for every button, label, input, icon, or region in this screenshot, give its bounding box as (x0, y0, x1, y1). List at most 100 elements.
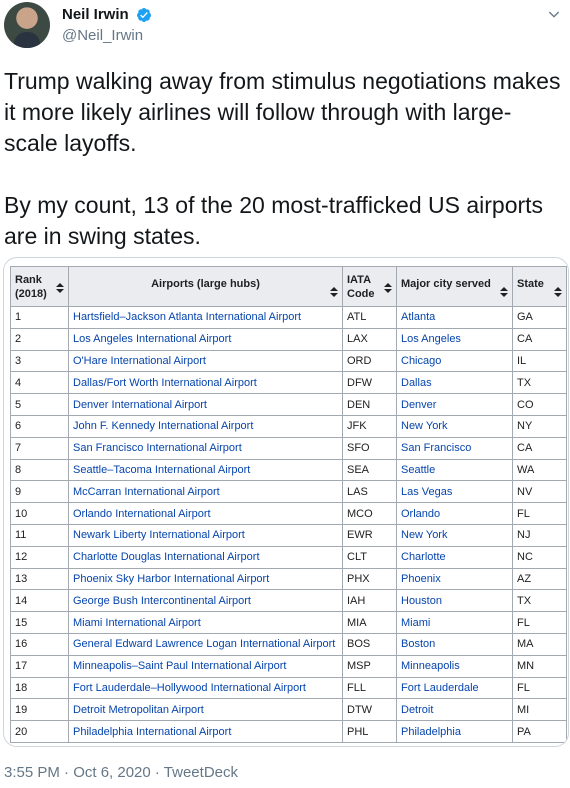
iata-cell: ATL (342, 306, 397, 329)
city-link[interactable]: Los Angeles (396, 327, 513, 351)
airport-link[interactable]: O'Hare International Airport (68, 349, 343, 373)
rank-cell: 7 (10, 436, 69, 460)
table-row: 7 San Francisco International Airport SFO S… (10, 436, 567, 460)
column-header-rank[interactable]: Rank (2018) (10, 266, 69, 307)
airport-link[interactable]: Phoenix Sky Harbor International Airport (68, 567, 343, 591)
iata-cell: EWR (342, 523, 397, 547)
avatar[interactable] (4, 2, 50, 48)
city-link[interactable]: Fort Lauderdale (396, 676, 513, 700)
iata-cell: JFK (342, 414, 397, 438)
verified-badge-icon (136, 8, 151, 22)
column-header-iata[interactable]: IATA Code (342, 266, 397, 307)
rank-cell: 18 (10, 676, 69, 700)
city-link[interactable]: Minneapolis (396, 654, 513, 678)
iata-cell: DFW (342, 371, 397, 395)
author-name[interactable]: Neil Irwin (62, 6, 129, 23)
state-cell: CA (512, 327, 567, 351)
airport-link[interactable]: Orlando International Airport (68, 502, 343, 525)
city-link[interactable]: Phoenix (396, 567, 513, 591)
airport-link[interactable]: Los Angeles International Airport (68, 327, 343, 351)
city-link[interactable]: Detroit (396, 698, 513, 722)
airport-link[interactable]: Fort Lauderdale–Hollywood International … (68, 676, 343, 700)
airport-link[interactable]: Hartsfield–Jackson Atlanta International… (68, 306, 343, 329)
airport-link[interactable]: Detroit Metropolitan Airport (68, 698, 343, 722)
column-label: Airports (large hubs) (151, 277, 260, 290)
column-header-city[interactable]: Major city served (396, 266, 513, 307)
table-row: 4 Dallas/Fort Worth International Airport… (10, 371, 567, 395)
table-row: 12 Charlotte Douglas International Airpor… (10, 545, 567, 569)
table-row: 16 General Edward Lawrence Logan Internat… (10, 632, 567, 656)
city-link[interactable]: Charlotte (396, 545, 513, 569)
iata-cell: MSP (342, 654, 397, 678)
rank-cell: 4 (10, 371, 69, 395)
state-cell: TX (512, 371, 567, 395)
table-row: 19 Detroit Metropolitan Airport DTW Detroit… (10, 698, 567, 722)
airport-link[interactable]: Charlotte Douglas International Airport (68, 545, 343, 569)
sort-icon (500, 286, 508, 297)
city-link[interactable]: Atlanta (396, 306, 513, 329)
table-row: 2 Los Angeles International Airport LAX Los… (10, 327, 567, 351)
iata-cell: ORD (342, 349, 397, 373)
author-handle[interactable]: @Neil_Irwin (62, 27, 144, 44)
column-header-airport[interactable]: Airports (large hubs) (68, 266, 343, 307)
rank-cell: 12 (10, 545, 69, 569)
city-link[interactable]: Denver (396, 393, 513, 416)
airport-link[interactable]: Newark Liberty International Airport (68, 523, 343, 547)
column-header-state[interactable]: State (512, 266, 567, 307)
iata-cell: LAS (342, 480, 397, 504)
airport-link[interactable]: McCarran International Airport (68, 480, 343, 504)
rank-cell: 13 (10, 567, 69, 591)
table-row: 6 John F. Kennedy International Airport JF… (10, 414, 567, 438)
tweet-timestamp[interactable]: 3:55 PM · Oct 6, 2020 · TweetDeck (4, 764, 238, 781)
city-link[interactable]: Chicago (396, 349, 513, 373)
state-cell: NV (512, 480, 567, 504)
airport-link[interactable]: General Edward Lawrence Logan Internatio… (68, 632, 343, 656)
iata-cell: SEA (342, 458, 397, 482)
city-link[interactable]: Seattle (396, 458, 513, 482)
city-link[interactable]: New York (396, 414, 513, 438)
airport-link[interactable]: Miami International Airport (68, 611, 343, 634)
media-image[interactable]: Rank (2018) Airports (large hubs) IATA C… (3, 257, 569, 747)
state-cell: FL (512, 502, 567, 525)
table-header-row: Rank (2018) Airports (large hubs) IATA C… (10, 266, 567, 307)
rank-cell: 1 (10, 306, 69, 329)
table-row: 1 Hartsfield–Jackson Atlanta Internationa… (10, 306, 567, 329)
state-cell: MN (512, 654, 567, 678)
city-link[interactable]: Dallas (396, 371, 513, 395)
tweet-text: Trump walking away from stimulus negotia… (4, 66, 564, 283)
city-link[interactable]: Miami (396, 611, 513, 634)
city-link[interactable]: Philadelphia (396, 720, 513, 743)
iata-cell: LAX (342, 327, 397, 351)
state-cell: NC (512, 545, 567, 569)
table-row: 18 Fort Lauderdale–Hollywood Internationa… (10, 676, 567, 700)
table-row: 9 McCarran International Airport LAS Las Ve… (10, 480, 567, 504)
sort-icon (554, 286, 562, 297)
rank-cell: 2 (10, 327, 69, 351)
state-cell: GA (512, 306, 567, 329)
iata-cell: MIA (342, 611, 397, 634)
airport-link[interactable]: John F. Kennedy International Airport (68, 414, 343, 438)
state-cell: TX (512, 589, 567, 613)
column-label: IATA Code (347, 273, 375, 300)
chevron-down-icon[interactable] (546, 6, 562, 22)
rank-cell: 6 (10, 414, 69, 438)
rank-cell: 8 (10, 458, 69, 482)
rank-cell: 17 (10, 654, 69, 678)
airport-link[interactable]: Philadelphia International Airport (68, 720, 343, 743)
city-link[interactable]: San Francisco (396, 436, 513, 460)
city-link[interactable]: Orlando (396, 502, 513, 525)
airport-link[interactable]: Dallas/Fort Worth International Airport (68, 371, 343, 395)
airport-link[interactable]: George Bush Intercontinental Airport (68, 589, 343, 613)
airport-link[interactable]: San Francisco International Airport (68, 436, 343, 460)
table-row: 17 Minneapolis–Saint Paul International A… (10, 654, 567, 678)
state-cell: FL (512, 676, 567, 700)
city-link[interactable]: Boston (396, 632, 513, 656)
state-cell: NJ (512, 523, 567, 547)
city-link[interactable]: Las Vegas (396, 480, 513, 504)
city-link[interactable]: Houston (396, 589, 513, 613)
airport-link[interactable]: Denver International Airport (68, 393, 343, 416)
table-row: 14 George Bush Intercontinental Airport IA… (10, 589, 567, 613)
airport-link[interactable]: Minneapolis–Saint Paul International Air… (68, 654, 343, 678)
city-link[interactable]: New York (396, 523, 513, 547)
airport-link[interactable]: Seattle–Tacoma International Airport (68, 458, 343, 482)
